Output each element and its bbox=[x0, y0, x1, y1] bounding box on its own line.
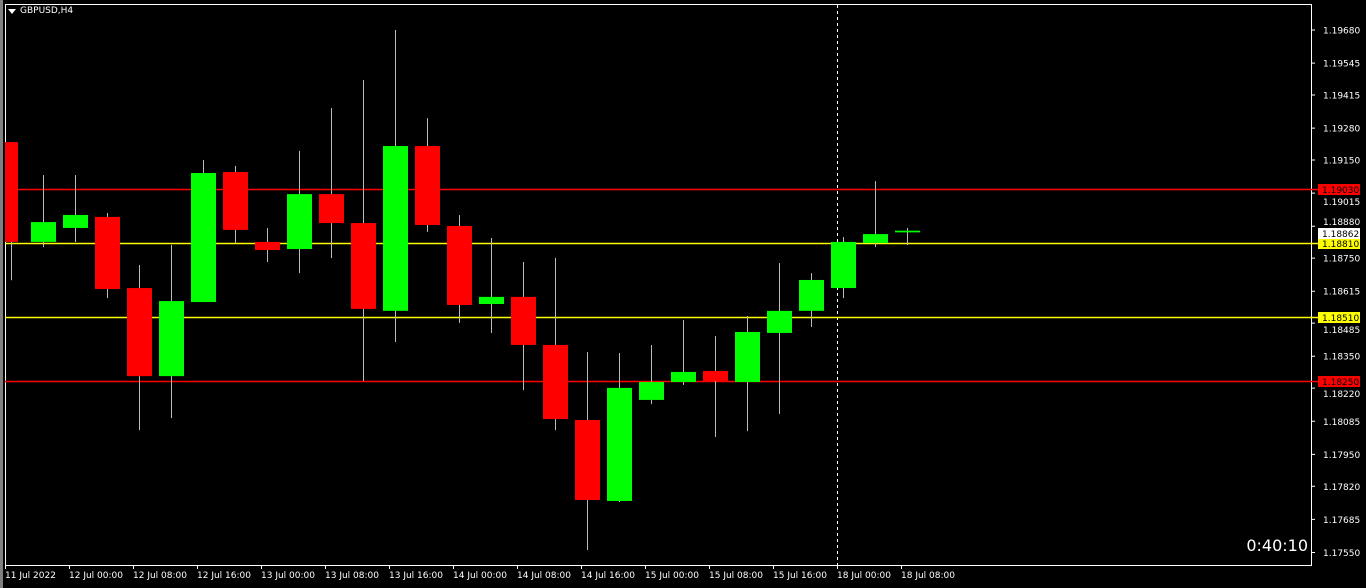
price-tick-label: 1.18350 bbox=[1323, 353, 1360, 363]
price-tick-label: 1.17820 bbox=[1323, 483, 1360, 493]
time-tick-label: 12 Jul 16:00 bbox=[197, 571, 251, 581]
bearish-candle-body bbox=[319, 194, 344, 224]
bearish-candle-body bbox=[127, 288, 152, 377]
window-edge bbox=[0, 0, 3, 588]
bearish-candle-body bbox=[575, 420, 600, 500]
time-tick-label: 11 Jul 2022 bbox=[5, 571, 56, 581]
bullish-candle-body bbox=[191, 173, 216, 303]
chart-title[interactable]: GBPUSD,H4 bbox=[8, 6, 73, 16]
bullish-candle-body bbox=[671, 371, 696, 383]
time-tick-label: 15 Jul 00:00 bbox=[645, 571, 699, 581]
time-tick-label: 12 Jul 08:00 bbox=[133, 571, 187, 581]
bullish-candle-body bbox=[479, 296, 504, 305]
bar-countdown-timer: 0:40:10 bbox=[1246, 536, 1308, 555]
bearish-candle-body bbox=[95, 216, 120, 290]
chart-frame bbox=[5, 4, 1312, 566]
time-tick-label: 14 Jul 16:00 bbox=[581, 571, 635, 581]
bearish-candle-body bbox=[223, 172, 248, 230]
bullish-candle-body bbox=[863, 234, 888, 243]
price-level-label: 1.18510 bbox=[1322, 314, 1359, 324]
time-tick-label: 12 Jul 00:00 bbox=[69, 571, 123, 581]
symbol-timeframe: GBPUSD,H4 bbox=[20, 6, 74, 16]
time-tick-label: 15 Jul 08:00 bbox=[709, 571, 763, 581]
bullish-candle-body bbox=[607, 387, 632, 501]
bullish-candle-body bbox=[767, 310, 792, 333]
price-level-label: 1.18250 bbox=[1322, 378, 1359, 388]
price-tick-label: 1.18615 bbox=[1323, 288, 1360, 298]
time-tick-label: 13 Jul 08:00 bbox=[325, 571, 379, 581]
bullish-candle-body bbox=[895, 230, 920, 233]
price-tick-label: 1.19150 bbox=[1323, 157, 1360, 167]
bearish-candle-body bbox=[511, 296, 536, 345]
price-tick-label: 1.18485 bbox=[1323, 326, 1360, 336]
bearish-candle-body bbox=[255, 241, 280, 251]
bullish-candle-body bbox=[735, 331, 760, 383]
current-price-label: 1.18862 bbox=[1322, 230, 1359, 240]
price-tick-label: 1.18085 bbox=[1323, 418, 1360, 428]
price-level-tag bbox=[1318, 312, 1360, 323]
bullish-candle-body bbox=[799, 279, 824, 311]
price-tick-label: 1.19015 bbox=[1323, 198, 1360, 208]
price-level-label: 1.18810 bbox=[1322, 240, 1359, 250]
time-tick-label: 14 Jul 00:00 bbox=[453, 571, 507, 581]
time-tick-label: 13 Jul 00:00 bbox=[261, 571, 315, 581]
time-tick-label: 13 Jul 16:00 bbox=[389, 571, 443, 581]
time-tick-label: 18 Jul 00:00 bbox=[837, 571, 891, 581]
bullish-candle-body bbox=[383, 146, 408, 311]
price-tick-label: 1.18220 bbox=[1323, 390, 1360, 400]
bullish-candle-body bbox=[639, 382, 664, 400]
bullish-candle-body bbox=[287, 194, 312, 250]
price-tick-label: 1.18880 bbox=[1323, 218, 1360, 228]
price-level-tag bbox=[1318, 238, 1360, 249]
price-tick-label: 1.19415 bbox=[1323, 92, 1360, 102]
time-tick-label: 18 Jul 08:00 bbox=[901, 571, 955, 581]
price-tick-label: 1.17550 bbox=[1323, 549, 1360, 559]
dropdown-triangle-icon[interactable] bbox=[8, 8, 16, 14]
price-level-label: 1.19030 bbox=[1322, 186, 1359, 196]
bearish-candle-body bbox=[351, 223, 376, 309]
bearish-candle-body bbox=[447, 225, 472, 305]
bearish-candle-body bbox=[703, 370, 728, 382]
time-tick-label: 14 Jul 08:00 bbox=[517, 571, 571, 581]
price-tick-label: 1.18750 bbox=[1323, 255, 1360, 265]
bullish-candle-body bbox=[31, 222, 56, 242]
bullish-candle-body bbox=[63, 214, 88, 228]
price-tick-label: 1.17685 bbox=[1323, 516, 1360, 526]
price-level-tag bbox=[1318, 184, 1360, 195]
price-tick-label: 1.19280 bbox=[1323, 125, 1360, 135]
current-price-tag bbox=[1318, 228, 1360, 239]
bullish-candle-body bbox=[159, 301, 184, 377]
time-tick-label: 15 Jul 16:00 bbox=[773, 571, 827, 581]
bullish-candle-body bbox=[831, 241, 856, 289]
price-tick-label: 1.19680 bbox=[1323, 27, 1360, 37]
bearish-candle-body bbox=[415, 146, 440, 226]
price-tick-label: 1.19545 bbox=[1323, 60, 1360, 70]
bearish-candle-body bbox=[5, 142, 18, 242]
price-level-tag bbox=[1318, 376, 1360, 387]
bearish-candle-body bbox=[543, 344, 568, 420]
price-tick-label: 1.17950 bbox=[1323, 451, 1360, 461]
